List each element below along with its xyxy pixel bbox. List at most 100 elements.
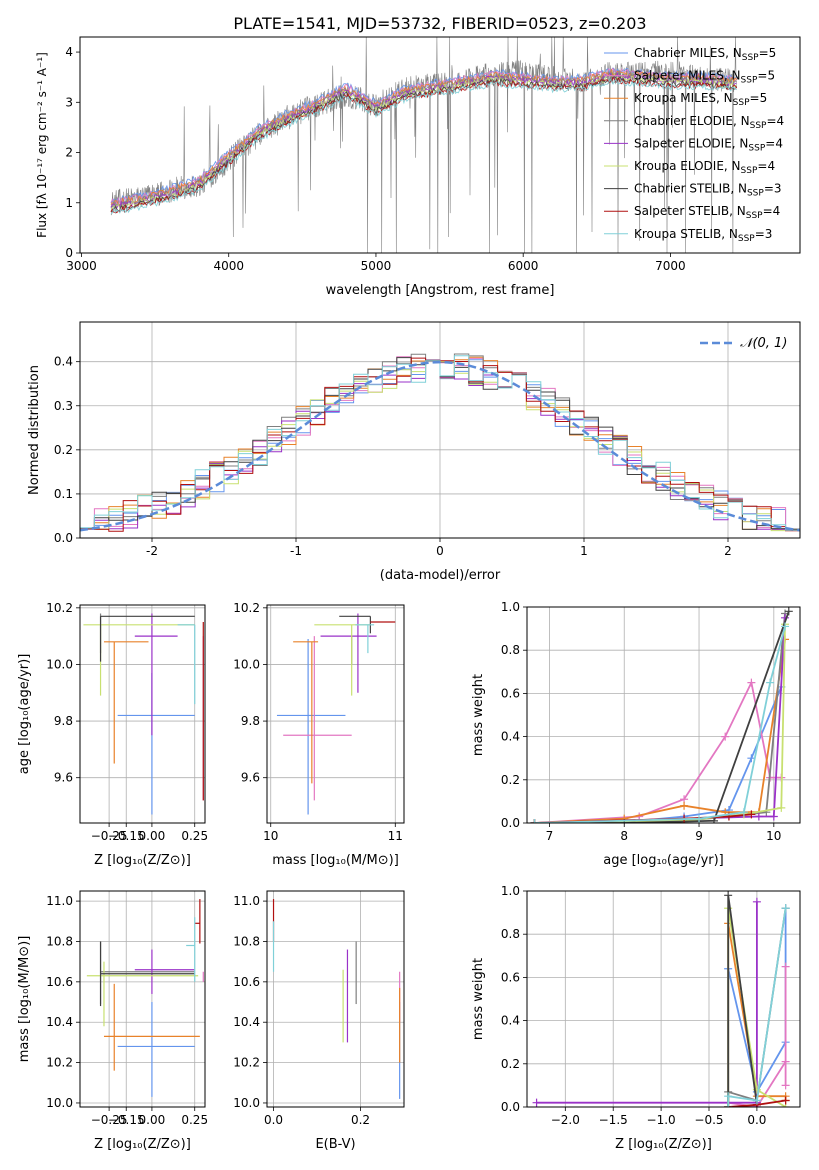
y-tick-label: 9.6 — [241, 771, 260, 785]
y-tick-label: 9.8 — [54, 714, 73, 728]
data-marker — [739, 808, 748, 817]
axes-4: 7 8 9 10 0.0 0.2 0.4 0.6 0.8 1.0 — [501, 600, 800, 843]
errorbar-point — [355, 624, 375, 654]
legend-label: Kroupa ELODIE, NSSP=4 — [634, 159, 775, 176]
mass-weight-series — [534, 686, 783, 823]
histogram-plot — [80, 353, 800, 532]
errorbar-point — [103, 983, 200, 1071]
data-marker — [747, 678, 756, 687]
legend-label: Chabrier ELODIE, NSSP=4 — [634, 114, 784, 131]
y-tick-label: 1.0 — [501, 884, 520, 898]
y-tick-label: 0.4 — [501, 730, 520, 744]
mass-weight-series — [536, 901, 758, 1107]
x-tick-label: 0.25 — [181, 829, 208, 843]
x-tick-label: 2 — [724, 544, 732, 558]
mass-weight-series — [534, 679, 782, 823]
y-axis-label: Normed distribution — [27, 365, 42, 495]
y-tick-label: 0.3 — [54, 399, 73, 413]
x-axis-label: E(B-V) — [315, 1137, 355, 1152]
errorbar-point — [283, 636, 352, 801]
x-tick-label: -1 — [290, 544, 302, 558]
model-spectrum-line — [110, 78, 738, 214]
data-marker — [781, 622, 790, 631]
axes-5: −0.25−0.150.00 0.25 10.0 10.2 10.4 10.6 10.8 11… — [46, 891, 208, 1127]
x-tick-label: 0 — [436, 544, 444, 558]
y-tick-label: 10.8 — [233, 934, 260, 948]
y-tick-label: 10.2 — [46, 1056, 73, 1070]
errorbar-point — [117, 672, 195, 815]
axes-frame-3 — [266, 604, 405, 824]
errorbar-point — [194, 899, 201, 944]
data-marker — [781, 1057, 790, 1066]
y-tick-label: 10.6 — [46, 975, 73, 989]
errorbar-point — [134, 613, 178, 736]
y-tick-label: 4 — [65, 45, 73, 59]
mass-weight-series — [727, 895, 758, 1107]
x-axis-label: age [log₁₀(age/yr)] — [603, 853, 724, 868]
data-marker — [747, 810, 756, 819]
y-tick-label: 10.4 — [46, 1015, 73, 1029]
y-tick-label: 0.8 — [501, 927, 520, 941]
axes-frame-0 — [79, 36, 801, 254]
y-tick-label: 1.0 — [501, 600, 520, 614]
legend-label: Salpeter STELIB, NSSP=4 — [634, 204, 780, 221]
y-tick-label: 10.2 — [233, 601, 260, 615]
mass-weight-series — [534, 610, 790, 823]
x-axis-label: Z [log₁₀(Z/Z⊙)] — [94, 1137, 191, 1152]
model-spectrum-line — [110, 73, 737, 210]
axes-frame-1 — [79, 321, 801, 539]
x-tick-label: 8 — [620, 829, 628, 843]
y-tick-label: 0.6 — [501, 686, 520, 700]
legend-label: Kroupa STELIB, NSSP=3 — [634, 227, 772, 244]
data-marker — [769, 812, 778, 821]
errorbar-plot — [83, 613, 204, 815]
x-axis-label: Z [log₁₀(Z/Z⊙)] — [94, 853, 191, 868]
y-tick-label: 10.0 — [46, 657, 73, 671]
x-tick-label: 4000 — [213, 259, 244, 273]
axes-3: 10 11 9.6 9.8 10.0 10.2 — [233, 601, 404, 843]
y-axis-label: mass weight — [471, 674, 486, 756]
axes-frame-4 — [526, 606, 801, 824]
data-marker — [781, 962, 790, 971]
y-tick-label: 0.8 — [501, 643, 520, 657]
legend-label: 𝒩(0, 1) — [740, 336, 787, 351]
y-tick-label: 0.0 — [501, 816, 520, 830]
y-tick-label: 10.0 — [233, 1096, 260, 1110]
axes-frame-5 — [79, 890, 206, 1108]
x-tick-label: −0.15 — [108, 1113, 145, 1127]
x-tick-label: 9 — [695, 829, 703, 843]
x-tick-label: 1 — [580, 544, 588, 558]
data-marker — [781, 904, 790, 913]
errorbar-point — [314, 624, 371, 696]
y-tick-label: 0.4 — [501, 1014, 520, 1028]
data-marker — [530, 819, 539, 823]
y-tick-label: 0.6 — [501, 970, 520, 984]
x-tick-label: −0.25 — [91, 1113, 128, 1127]
x-tick-label: 0.25 — [181, 1113, 208, 1127]
y-tick-label: 0.0 — [54, 531, 73, 545]
data-marker — [784, 607, 793, 616]
data-marker — [781, 1081, 790, 1090]
errorbar-point — [103, 641, 149, 764]
axes-0: 3000 4000 5000 6000 7000 0 1 2 3 4 — [65, 45, 685, 273]
y-tick-label: 9.6 — [54, 771, 73, 785]
data-marker — [721, 732, 730, 741]
axes-frame-6 — [266, 890, 405, 1108]
legend-label: Kroupa MILES, NSSP=5 — [634, 91, 767, 108]
y-tick-label: 3 — [65, 95, 73, 109]
legend-label: Salpeter ELODIE, NSSP=4 — [634, 136, 783, 153]
x-tick-label: 0.2 — [351, 1113, 370, 1127]
x-tick-label: 0.0 — [264, 1113, 283, 1127]
y-tick-label: 10.0 — [233, 657, 260, 671]
axes-6: 0.0 0.2 10.0 10.2 10.4 10.6 10.8 11.0 — [233, 891, 404, 1127]
axes-2: −0.25−0.150.00 0.25 9.6 9.8 10.0 10.2 — [46, 601, 208, 843]
x-tick-label: −0.5 — [694, 1113, 723, 1127]
spectrum-plot — [110, 37, 738, 253]
x-tick-label: 10 — [766, 829, 781, 843]
x-tick-label: 5000 — [361, 259, 392, 273]
errorbar-point — [177, 624, 196, 705]
errorbar-point — [276, 638, 346, 815]
histogram-series — [80, 355, 800, 531]
y-tick-label: 10.4 — [233, 1015, 260, 1029]
